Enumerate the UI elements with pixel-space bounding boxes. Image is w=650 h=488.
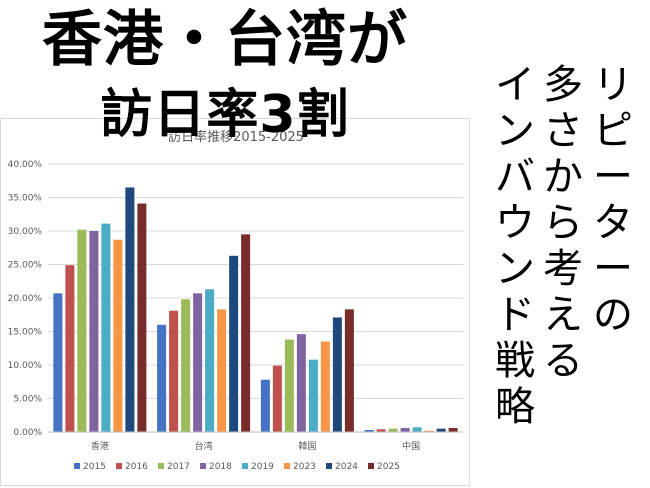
bar xyxy=(272,365,282,432)
vertical-title-column-2: 多さから考える xyxy=(543,62,583,384)
bar xyxy=(125,187,135,432)
legend-label: 2015 xyxy=(83,462,106,472)
legend-label: 2018 xyxy=(209,462,232,472)
bar-chart: 訪日率推移2015-2025 0.00% 5.00% 10.00% 15.00% 20.… xyxy=(8,129,463,472)
legend-label: 2024 xyxy=(335,462,358,472)
bar xyxy=(229,255,239,432)
bar xyxy=(157,324,167,432)
bar xyxy=(308,359,318,432)
bar xyxy=(205,289,215,432)
bar xyxy=(181,299,191,432)
y-tick-label: 5.00% xyxy=(13,395,42,405)
bar xyxy=(344,309,354,432)
bar xyxy=(217,309,227,432)
bar xyxy=(364,429,374,432)
legend: 2015 2016 2017 2018 2019 2023 2024 2025 xyxy=(74,462,400,472)
y-tick-label: 40.00% xyxy=(8,160,43,170)
headline-line-2: 訪日率3割 xyxy=(100,85,350,145)
headline-line-1: 香港・台湾が xyxy=(42,5,408,75)
y-tick-label: 15.00% xyxy=(8,328,43,338)
legend-swatch xyxy=(158,463,164,469)
legend-swatch xyxy=(116,463,122,469)
bar xyxy=(65,265,75,432)
bar xyxy=(424,430,434,432)
vertical-title-column-1: リピーターの xyxy=(593,62,633,338)
bar xyxy=(296,334,306,432)
bar xyxy=(137,203,147,432)
bar xyxy=(53,293,63,432)
x-tick-label: 中国 xyxy=(402,440,420,452)
bar xyxy=(448,427,458,432)
bar xyxy=(193,293,203,432)
y-tick-label: 35.00% xyxy=(8,194,43,204)
y-tick-label: 0.00% xyxy=(13,428,42,438)
bar xyxy=(169,310,179,432)
y-tick-label: 20.00% xyxy=(8,294,43,304)
y-tick-label: 25.00% xyxy=(8,261,43,271)
bar xyxy=(113,239,123,432)
bar xyxy=(320,341,330,432)
bar xyxy=(284,339,294,432)
legend-swatch xyxy=(326,463,332,469)
x-axis-ticks: 香港 台湾 韓国 中国 xyxy=(48,431,463,452)
bar xyxy=(436,428,446,432)
bars xyxy=(53,187,458,432)
bar xyxy=(260,379,270,432)
x-tick-label: 香港 xyxy=(91,440,109,452)
bar xyxy=(400,427,410,432)
legend-label: 2023 xyxy=(293,462,316,472)
legend-swatch xyxy=(242,463,248,469)
legend-label: 2019 xyxy=(251,462,274,472)
legend-label: 2016 xyxy=(125,462,148,472)
chart-title: 訪日率推移2015-2025 xyxy=(168,129,304,145)
legend-swatch xyxy=(284,463,290,469)
legend-swatch xyxy=(200,463,206,469)
x-tick-label: 韓国 xyxy=(298,441,316,452)
bar xyxy=(376,429,386,432)
legend-swatch xyxy=(368,463,374,469)
x-tick-label: 台湾 xyxy=(195,440,213,452)
y-axis-ticks: 0.00% 5.00% 10.00% 15.00% 20.00% 25.00% 30.00%… xyxy=(8,160,43,438)
bar xyxy=(241,234,251,432)
bar xyxy=(101,223,111,432)
y-tick-label: 10.00% xyxy=(8,361,43,371)
bar xyxy=(77,229,87,432)
bar xyxy=(332,317,342,432)
vertical-title-column-3: インバウンド戦略 xyxy=(495,62,535,430)
bar xyxy=(412,427,422,432)
bar xyxy=(89,231,99,432)
bar xyxy=(388,428,398,432)
legend-swatch xyxy=(74,463,80,469)
chart-panel: 訪日率推移2015-2025 0.00% 5.00% 10.00% 15.00% 20.… xyxy=(0,118,470,486)
legend-label: 2017 xyxy=(167,462,190,472)
y-tick-label: 30.00% xyxy=(8,227,43,237)
legend-label: 2025 xyxy=(377,462,400,472)
